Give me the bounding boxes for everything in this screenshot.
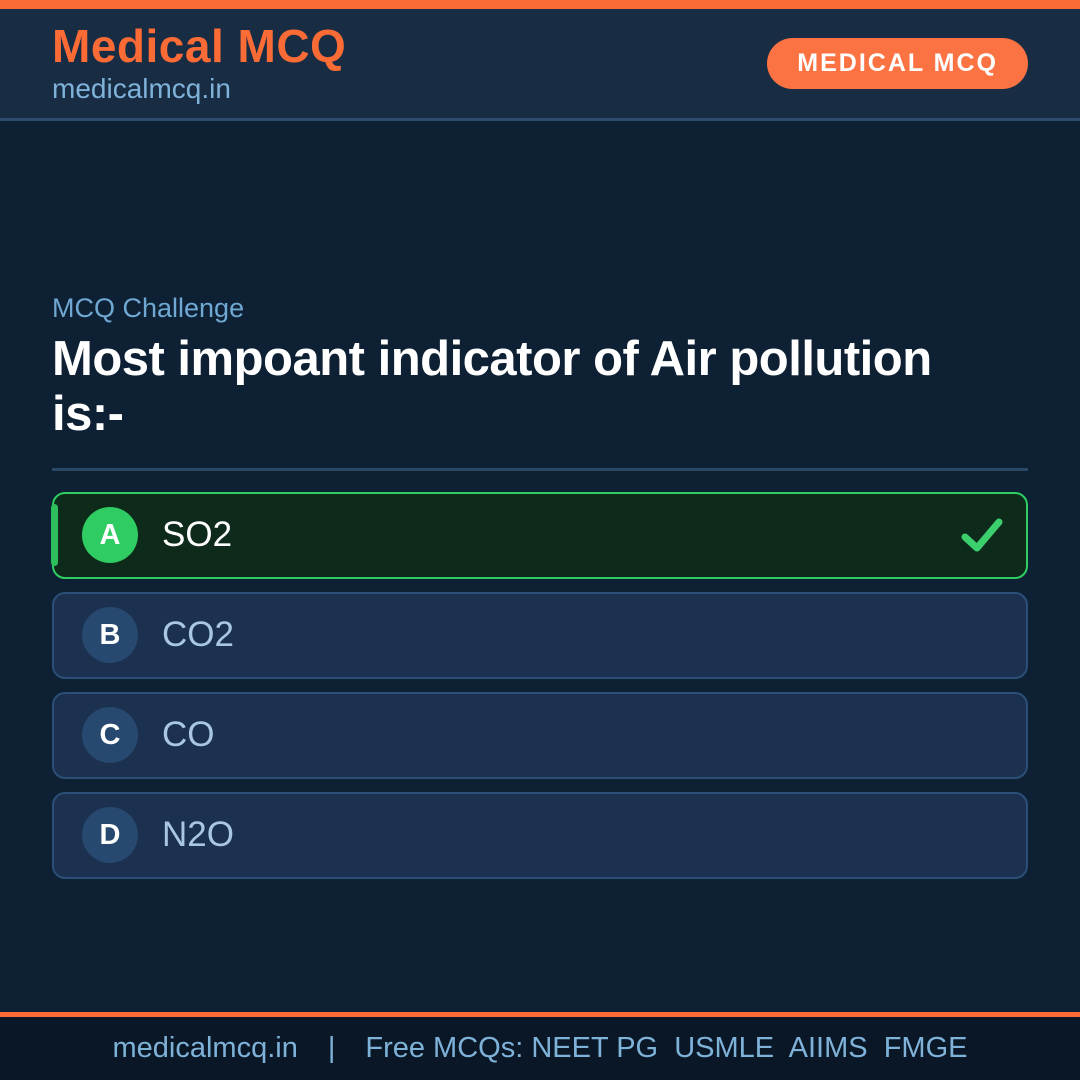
brand-badge: MEDICAL MCQ — [767, 38, 1028, 89]
brand-subtitle: medicalmcq.in — [52, 73, 231, 105]
option-a[interactable]: A SO2 — [51, 491, 1028, 579]
option-a-label: SO2 — [162, 515, 233, 555]
option-a-letter-badge: A — [82, 507, 138, 564]
options-list: A SO2 B CO2 C CO D N2O — [51, 491, 1028, 879]
footer-accent-line — [0, 1012, 1080, 1017]
footer-site: medicalmcq.in — [112, 1032, 298, 1064]
brand-title: Medical MCQ — [52, 19, 347, 72]
option-c-letter-badge: C — [82, 707, 138, 764]
correct-accent-bar — [51, 504, 58, 567]
question-divider — [52, 467, 1028, 471]
option-b-label: CO2 — [162, 615, 234, 655]
question-text: Most impoant indicator of Air pollution … — [52, 332, 932, 441]
brand-block: Medical MCQ medicalmcq.in — [52, 22, 346, 105]
header: Medical MCQ medicalmcq.in MEDICAL MCQ — [0, 9, 1080, 121]
option-d-letter-badge: D — [82, 807, 138, 864]
option-d[interactable]: D N2O — [52, 791, 1028, 879]
quiz-eyebrow: MCQ Challenge — [52, 293, 245, 323]
footer-separator: | — [327, 1032, 336, 1064]
option-d-label: N2O — [162, 815, 234, 855]
option-c-label: CO — [162, 715, 215, 755]
footer-content: medicalmcq.in | Free MCQs: NEET PG USMLE… — [0, 1017, 1080, 1080]
option-b-letter-badge: B — [82, 607, 138, 664]
option-c[interactable]: C CO — [52, 691, 1028, 779]
option-b[interactable]: B CO2 — [52, 591, 1028, 679]
footer: medicalmcq.in | Free MCQs: NEET PG USMLE… — [0, 1012, 1080, 1080]
quiz-card: MCQ Challenge Most impoant indicator of … — [0, 293, 1080, 879]
check-icon — [961, 518, 1003, 552]
top-accent-bar — [0, 0, 1080, 9]
footer-tagline: Free MCQs: NEET PG USMLE AIIMS FMGE — [365, 1032, 968, 1064]
